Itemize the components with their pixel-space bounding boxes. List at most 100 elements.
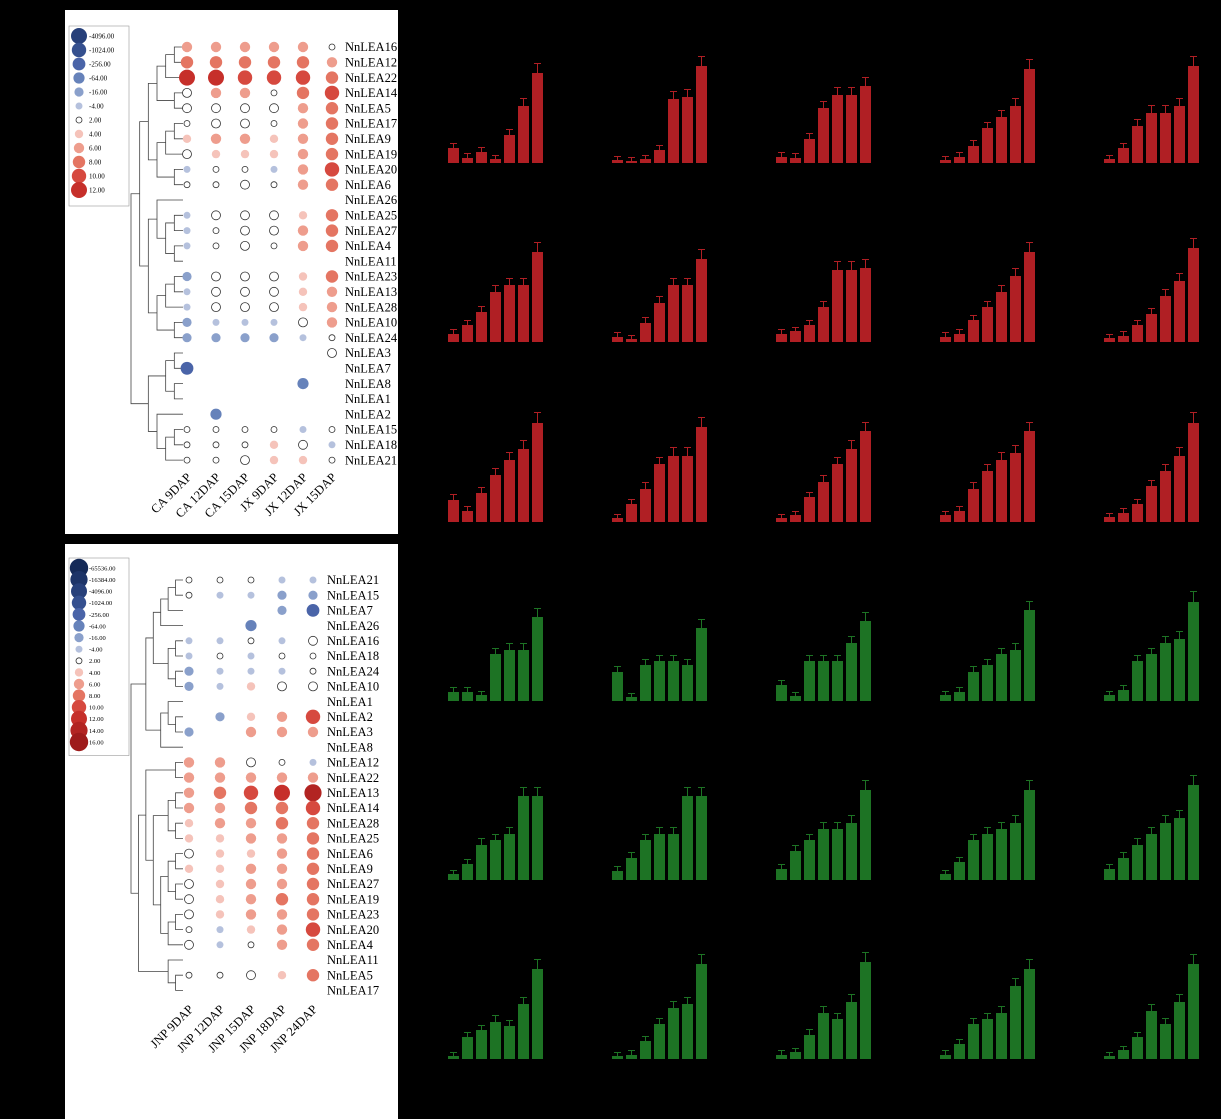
expression-bar: [1023, 431, 1035, 522]
bar-group: [1131, 1031, 1143, 1059]
bar-group: [939, 869, 951, 880]
expression-bar: [639, 158, 651, 164]
error-bar: [1119, 852, 1127, 858]
expression-dot: [274, 784, 290, 801]
row-label: NnLEA12: [345, 56, 397, 70]
expression-dot: [306, 938, 320, 951]
expression-dot: [214, 757, 226, 768]
expression-dot: [246, 682, 256, 691]
bubble-heatmap-ca-jx-svg: -4096.00 -1024.00 -256.00 -64.00 -16.00 -4.00…: [68, 25, 398, 521]
bar-group: [803, 319, 815, 343]
bar-chart-cell: [589, 22, 729, 201]
bar-group: [653, 654, 665, 701]
bar-group: [625, 334, 637, 343]
error-bar: [613, 332, 621, 337]
expression-bar: [1173, 639, 1185, 701]
expression-bar: [967, 1023, 979, 1059]
expression-bar: [775, 333, 787, 343]
error-bar: [983, 300, 991, 308]
dendrogram-branch: [147, 218, 157, 314]
bar-group: [1023, 242, 1035, 343]
expression-bar: [1103, 868, 1115, 880]
expression-dot: [183, 242, 191, 250]
expression-bar: [803, 1034, 815, 1059]
expression-bar: [1023, 968, 1035, 1059]
expression-dot: [298, 302, 308, 312]
error-bar: [847, 994, 855, 1002]
legend-label: -4096.00: [89, 32, 115, 40]
legend-dot: [71, 595, 87, 610]
expression-dot: [297, 378, 309, 390]
legend-label: -256.00: [89, 612, 109, 619]
bar-group: [517, 440, 529, 522]
error-bar: [491, 468, 499, 476]
expression-bar: [803, 324, 815, 343]
expression-dot: [180, 56, 194, 69]
expression-dot: [278, 758, 286, 766]
expression-dot: [212, 165, 220, 173]
bar-group: [1159, 815, 1171, 880]
bar-chart-cell: [1081, 22, 1221, 201]
bar-group: [461, 319, 473, 343]
error-bar: [697, 416, 705, 427]
expression-dot: [268, 41, 280, 53]
error-bar: [1161, 1017, 1169, 1024]
bar-group: [639, 1036, 651, 1059]
bar-group: [695, 954, 707, 1059]
error-bar: [1161, 815, 1169, 823]
bar-group: [775, 864, 787, 880]
expression-dot: [246, 712, 256, 721]
expression-bar: [981, 833, 993, 880]
row-label: NnLEA13: [327, 786, 379, 800]
error-bar: [491, 647, 499, 655]
error-bar: [805, 1029, 813, 1035]
dendrogram-branch: [173, 169, 183, 186]
legend-dot: [71, 583, 87, 600]
legend-label: -1024.00: [89, 46, 115, 54]
bar-chart-cell: [425, 22, 565, 201]
expression-dot: [240, 179, 250, 190]
bar-group: [639, 659, 651, 701]
expression-bar: [653, 149, 665, 164]
bar-group: [517, 277, 529, 343]
expression-dot: [275, 893, 289, 906]
expression-dot: [181, 41, 193, 53]
dendrogram-branch: [175, 822, 183, 839]
expression-dot: [243, 785, 259, 800]
error-bar: [1189, 591, 1197, 602]
expression-bar: [859, 962, 871, 1059]
expression-dot: [269, 455, 279, 465]
row-label: NnLEA11: [345, 254, 397, 268]
bar-group: [611, 332, 623, 343]
error-bar: [655, 456, 663, 465]
expression-bar: [803, 497, 815, 522]
bar-group: [1117, 142, 1129, 164]
expression-bar: [681, 455, 693, 522]
bar-group: [1145, 1003, 1157, 1059]
dendrogram-branch: [175, 883, 183, 900]
error-bar: [641, 833, 649, 841]
dendrogram-branch: [175, 640, 183, 657]
expression-dot: [298, 317, 308, 328]
expression-dot: [246, 970, 256, 981]
error-bar: [791, 153, 799, 158]
bar-group: [817, 300, 829, 343]
bar-group: [625, 852, 637, 880]
expression-bar: [1009, 105, 1021, 164]
expression-bar: [531, 968, 543, 1059]
bar-group: [817, 654, 829, 701]
dendrogram-branch: [167, 800, 176, 832]
bar-chart-cell: [917, 22, 1057, 201]
expression-bar: [981, 1019, 993, 1059]
expression-bar: [831, 1019, 843, 1059]
bar-group: [1159, 1017, 1171, 1059]
expression-bar: [1145, 112, 1157, 164]
expression-dot: [269, 149, 279, 159]
error-bar: [955, 1038, 963, 1044]
error-bar: [805, 654, 813, 662]
expression-bar: [939, 1054, 951, 1059]
green-bar-chart: [611, 954, 707, 1059]
dendrogram-branch: [156, 413, 183, 450]
bar-chart-cell: [753, 380, 893, 559]
bar-group: [489, 647, 501, 701]
